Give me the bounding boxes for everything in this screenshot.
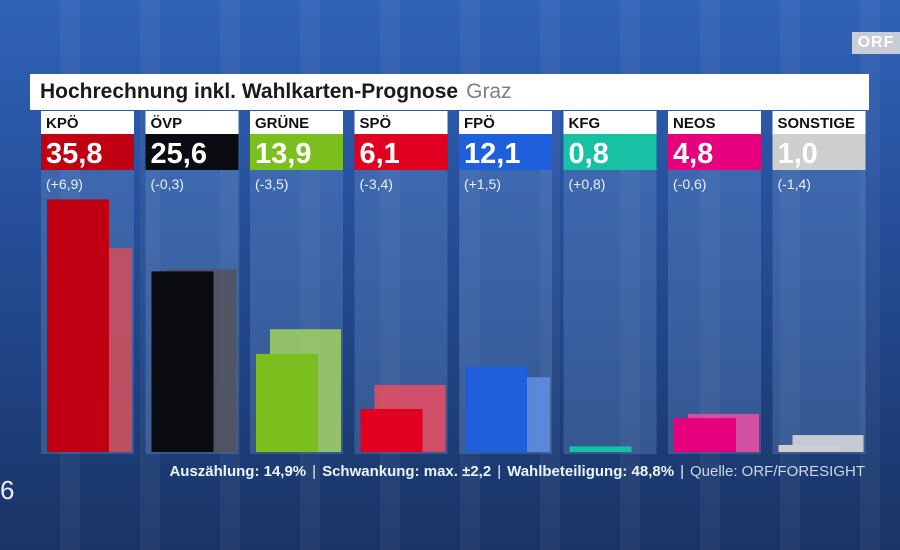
change-label: (-3,4) <box>360 176 393 192</box>
current-bar <box>151 271 214 452</box>
value-box <box>772 134 866 170</box>
party-name-label: FPÖ <box>464 115 495 132</box>
footer-text: Auszählung: 14,9% | Schwankung: max. ±2,2 |… <box>169 463 865 480</box>
value-box <box>668 134 761 170</box>
value-box <box>145 134 239 170</box>
value-box <box>563 134 657 170</box>
party-name-label: SPÖ <box>360 115 392 132</box>
title-bar: Hochrechnung inkl. Wahlkarten-Prognose Gr… <box>30 74 869 110</box>
value-label: 6,1 <box>360 138 400 170</box>
separator: | <box>497 463 502 480</box>
current-bar <box>674 418 736 452</box>
chart-title: Hochrechnung inkl. Wahlkarten-Prognose Gr… <box>40 80 512 104</box>
change-label: (+0,8) <box>569 176 606 192</box>
value-label: 35,8 <box>46 138 102 170</box>
value-label: 13,9 <box>255 138 311 170</box>
side-number: 6 <box>0 475 15 505</box>
party-name-box <box>41 111 134 134</box>
orf-logo: ORF <box>852 32 900 54</box>
value-label: 12,1 <box>464 138 520 170</box>
party-name-box <box>563 111 657 134</box>
change-label: (-0,6) <box>673 176 706 192</box>
change-label: (+6,9) <box>46 176 83 192</box>
column-panel <box>772 170 866 454</box>
value-box <box>250 134 343 170</box>
value-label: 0,8 <box>569 138 609 170</box>
chart-title-text: Hochrechnung inkl. Wahlkarten-Prognose <box>40 80 459 103</box>
value-label: 1,0 <box>778 138 818 170</box>
current-bar <box>778 444 841 452</box>
change-label: (-0,3) <box>151 176 184 192</box>
current-bar <box>256 353 318 452</box>
value-label: 4,8 <box>673 138 713 170</box>
current-bar <box>360 408 423 452</box>
value-label: 25,6 <box>151 138 207 170</box>
party-name-label: GRÜNE <box>255 115 309 132</box>
change-label: (+1,5) <box>464 176 501 192</box>
value-box <box>459 134 552 170</box>
counting-text: Auszählung: 14,9% <box>169 463 307 480</box>
turnout-text: Wahlbeteiligung: 48,8% <box>507 463 675 480</box>
party-name-label: KPÖ <box>46 115 79 132</box>
chart-subtitle: Graz <box>466 80 512 103</box>
party-name-box <box>772 111 866 134</box>
party-name-box <box>668 111 761 134</box>
footer-bar: Auszählung: 14,9% | Schwankung: max. ±2,2 |… <box>0 460 900 490</box>
party-name-box <box>459 111 552 134</box>
separator: | <box>680 463 684 480</box>
column-panel <box>668 170 761 454</box>
party-name-box <box>354 111 448 134</box>
party-name-label: KFG <box>569 115 601 132</box>
change-label: (-1,4) <box>778 176 811 192</box>
value-box <box>41 134 134 170</box>
current-bar <box>47 199 109 452</box>
value-box <box>354 134 448 170</box>
party-name-label: ÖVP <box>151 115 183 132</box>
change-label: (-3,5) <box>255 176 288 192</box>
column-panel <box>563 170 657 454</box>
party-name-label: SONSTIGE <box>778 115 856 132</box>
separator: | <box>312 463 317 480</box>
fluctuation-text: Schwankung: max. ±2,2 <box>322 463 492 480</box>
source-text: Quelle: ORF/FORESIGHT <box>689 463 865 480</box>
current-bar <box>569 446 632 452</box>
party-name-label: NEOS <box>673 115 716 132</box>
current-bar <box>465 366 527 452</box>
party-name-box <box>145 111 239 134</box>
party-name-box <box>250 111 343 134</box>
